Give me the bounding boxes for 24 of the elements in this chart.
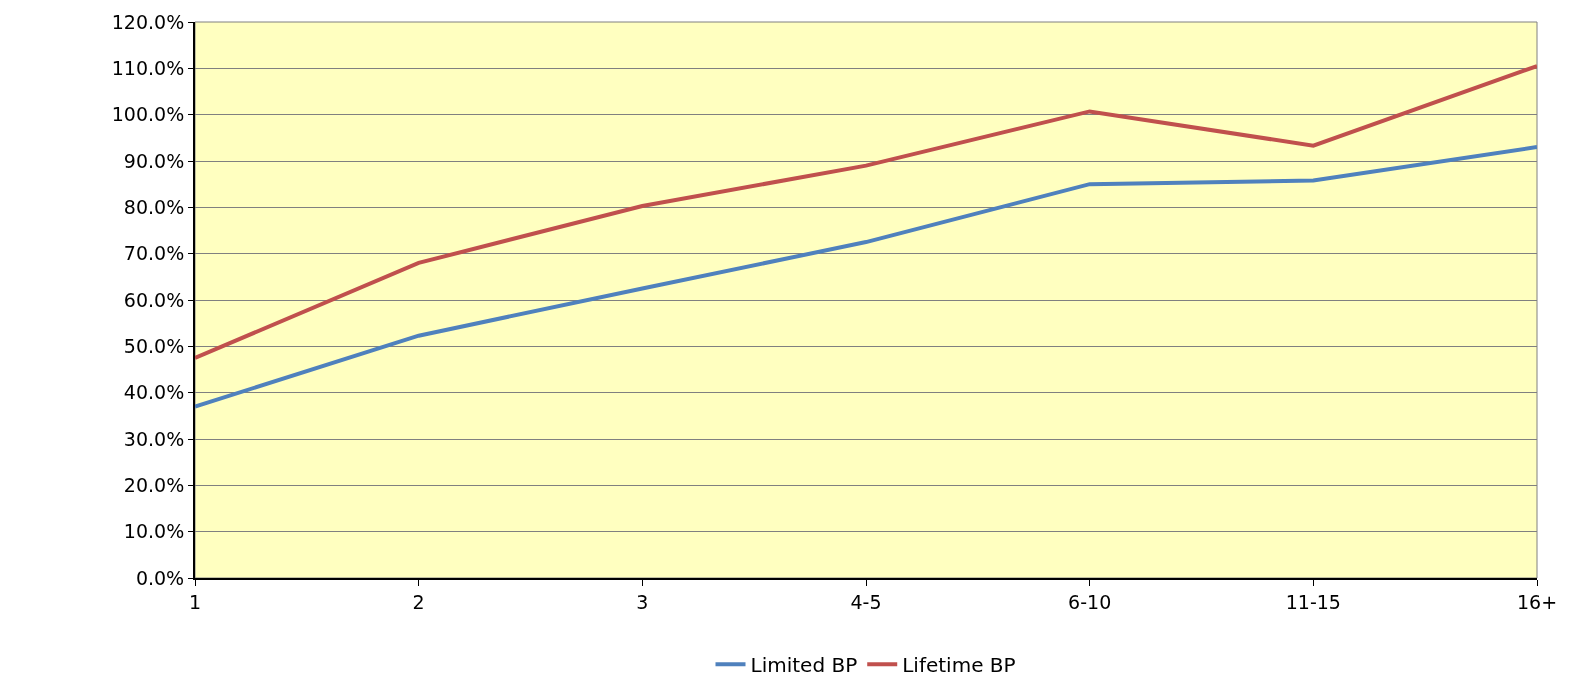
- y-tick-label: 20.0%: [123, 473, 185, 496]
- x-tick-label: 11-15: [1285, 590, 1341, 613]
- y-tick-label: 70.0%: [123, 242, 185, 265]
- y-tick-label: 100.0%: [111, 103, 185, 126]
- x-tick-label: 2: [412, 590, 425, 613]
- y-tick-label: 110.0%: [111, 56, 185, 79]
- x-tick-label: 3: [636, 590, 649, 613]
- legend-label: Lifetime BP: [902, 653, 1016, 678]
- y-tick-label: 30.0%: [123, 427, 185, 450]
- y-tick-label: 40.0%: [123, 381, 185, 404]
- y-tick-label: 50.0%: [123, 334, 185, 357]
- x-tick-label: 16+: [1516, 590, 1558, 613]
- y-tick-label: 60.0%: [123, 288, 185, 311]
- line-series: [195, 145, 1537, 409]
- y-tick-label: 0.0%: [135, 566, 185, 589]
- y-tick-label: 80.0%: [123, 195, 185, 218]
- y-tick-label: 90.0%: [123, 149, 185, 172]
- y-tick-label: 120.0%: [111, 10, 185, 33]
- line-series: [195, 64, 1537, 360]
- y-tick-label: 10.0%: [123, 520, 185, 543]
- x-tick-label: 1: [188, 590, 202, 613]
- legend-label: Limited BP: [750, 653, 858, 678]
- x-tick-label: 4-5: [850, 590, 882, 613]
- x-tick-label: 6-10: [1068, 590, 1112, 613]
